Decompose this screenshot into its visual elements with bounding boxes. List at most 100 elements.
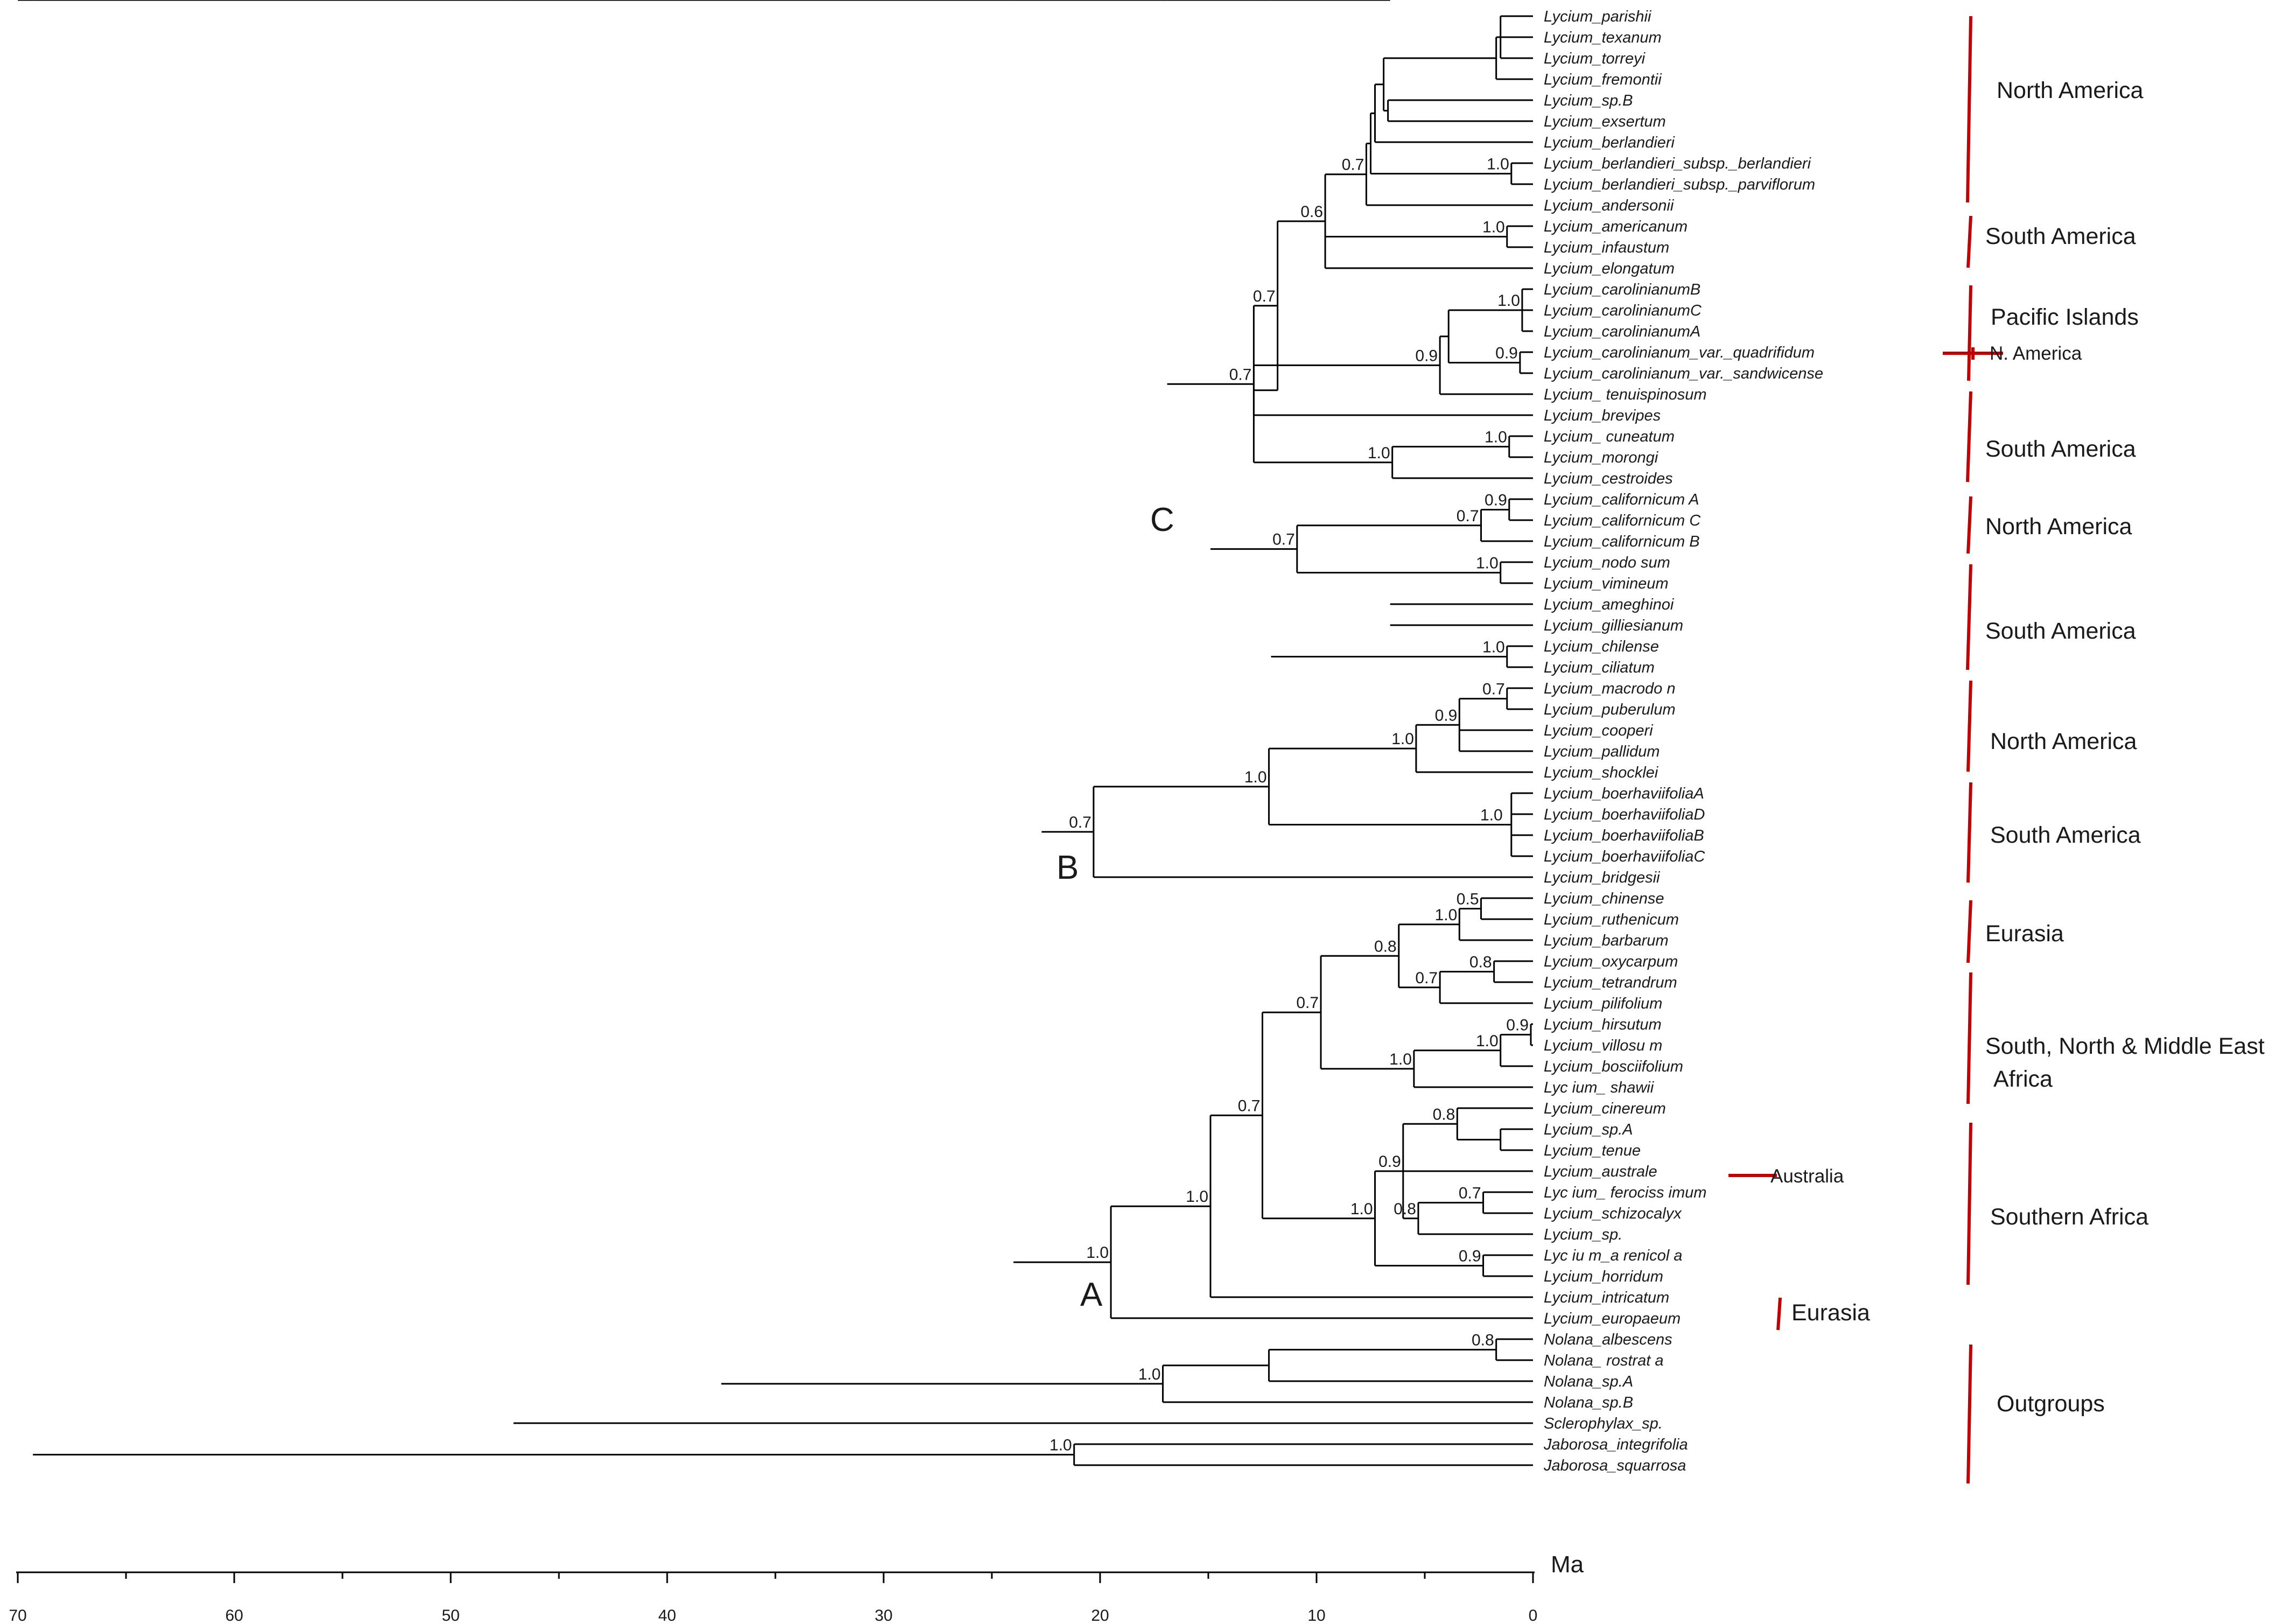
region-bar-south-america-4 [1966,782,1972,883]
taxon-label: Lycium_torreyi [1544,50,1646,67]
region-label-pacific-islands: Pacific Islands [1991,304,2139,330]
support-value: 1.0 [697,0,719,4]
side-label-eurasia: Eurasia [1791,1300,1870,1326]
support-value: 0.7 [1253,288,1276,305]
taxon-label: Lycium_oxycarpum [1544,953,1678,970]
taxon-label: Lycium_infaustum [1544,239,1669,256]
support-value: 1.0 [1497,292,1520,310]
time-axis: 70 60 50 40 30 20 10 0 Ma [9,1551,1584,1624]
support-value: 0.7 [1482,681,1505,698]
support-value: 0.9 [1485,492,1507,509]
region-bar-southern-africa [1966,1122,1972,1285]
support-value: 1.0 [1049,1437,1072,1454]
taxon-label: Lycium_californicum A [1544,491,1699,508]
region-bars [1728,16,2003,1484]
axis-tick-label: 60 [225,1607,243,1624]
region-labels: North America South America Pacific Isla… [1770,78,2265,1417]
region-bar-pacific-islands [1967,285,1972,381]
support-value: 1.0 [489,0,512,4]
support-value: 0.9 [1247,0,1269,4]
taxon-label: Lycium_vimineum [1544,575,1669,592]
taxon-label: Lycium_berlandieri_subsp._parviflorum [1544,176,1815,193]
taxon-label: Lyc iu m_a renicol a [1544,1247,1682,1264]
taxon-label: Lycium_andersonii [1544,197,1675,214]
support-value: 0.7 [1457,507,1479,525]
clade-label-a: A [1080,1276,1103,1313]
support-value: 0.5 [1457,891,1479,908]
support-value: 0.7 [1415,969,1438,987]
taxon-label: Lycium_australe [1544,1163,1657,1180]
taxon-label: Lycium_sp. [1544,1226,1622,1243]
support-value: 0.8 [1472,1332,1494,1349]
taxon-label: Lycium_parishii [1544,8,1652,25]
taxon-label: Lycium_brevipes [1544,407,1661,424]
support-value: 1.0 [8,0,31,4]
support-value: 1.0 [1482,639,1505,656]
taxon-label: Nolana_ rostrat a [1544,1352,1663,1369]
taxon-label: Lycium_bridgesii [1544,869,1661,886]
clade-label-c: C [1150,501,1174,538]
support-value: 0.9 [1459,1248,1481,1265]
region-label-eurasia: Eurasia [1985,921,2064,947]
taxon-labels: Lycium_parishii Lycium_texanum Lycium_torr… [1543,8,1823,1474]
taxon-label: Lycium_chilense [1544,638,1659,655]
support-value: 0.7 [1238,1097,1261,1115]
support-value: 1.0 [1476,555,1499,572]
axis-tick-label: 20 [1091,1607,1109,1624]
taxon-label: Lycium_elongatum [1544,260,1675,277]
taxon-label: Lycium_cestroides [1544,470,1673,487]
region-label-outgroups: Outgroups [1997,1391,2105,1417]
region-bar-north-africa [1966,972,1972,1104]
support-value: 0.9 [1378,1153,1401,1171]
taxon-label: Lycium_horridum [1544,1268,1663,1285]
support-value: 0.7 [1272,531,1295,549]
taxon-label: Nolana_sp.A [1544,1373,1633,1390]
taxon-label: Lycium_pilifolium [1544,995,1662,1012]
support-value: 1.0 [1244,768,1267,786]
taxon-label: Lycium_boerhaviifoliaB [1544,827,1704,844]
axis-tick-label: 10 [1307,1607,1325,1624]
taxon-label: Lycium_fremontii [1544,71,1662,88]
support-value: 0.8 [1469,954,1492,971]
support-value: 1.0 [1138,1366,1161,1383]
region-bar-south-america-1 [1966,215,1972,268]
support-value: 0.6 [1300,203,1323,221]
support-value: 0.8 [1433,1105,1455,1123]
support-value: 1.0 [1482,219,1505,236]
support-value: 1.0 [1391,730,1414,748]
region-bar-north-america-1 [1966,16,1972,203]
region-bar-south-america-2 [1966,391,1972,482]
taxon-label: Lycium_boerhaviifoliaA [1544,785,1704,802]
region-bar-eurasia [1966,900,1972,963]
taxon-label: Lycium_ cuneatum [1544,428,1675,445]
support-value: 0.8 [1394,1200,1416,1218]
taxon-label: Lycium_exsertum [1544,113,1666,130]
support-value: 0.7 [1296,994,1319,1012]
support-value: 1.0 [1143,0,1165,4]
support-value: 0.8 [1374,937,1397,955]
clade-labels: C B A [1056,501,1174,1313]
taxon-label: Lycium_boerhaviifoliaD [1544,806,1705,823]
taxon-label: Lycium_californicum C [1544,512,1701,529]
region-label-south-america-4: South America [1990,822,2141,848]
marker-eurasia-lower [1776,1297,1782,1331]
taxon-label: Lycium_berlandieri_subsp._berlandieri [1544,155,1812,172]
taxon-label: Lycium_puberulum [1544,701,1676,718]
region-bar-north-america-2 [1966,496,1972,554]
support-value: 1.0 [1487,156,1509,173]
axis-tick-label: 50 [442,1607,459,1624]
region-label-north-america-1: North America [1997,78,2144,103]
taxon-label: Nolana_sp.B [1544,1394,1633,1411]
support-values: 1.0 1.0 1.0 1.0 1.0 0.8 1.0 1.0 1.0 0.7 0.7 0.7 0.6 0… [8,0,1529,1454]
taxon-label: Lycium_carolinianum_var._sandwicense [1544,365,1823,382]
region-bar-south-america-3 [1966,564,1972,670]
taxon-label: Lyc ium_ shawii [1544,1079,1655,1096]
taxon-label: Lycium_europaeum [1544,1310,1681,1327]
region-label-africa-line-1: South, North & Middle East [1985,1033,2265,1059]
axis-tick-label: 0 [1529,1607,1538,1624]
taxon-label: Lycium_macrodo n [1544,680,1675,697]
side-label-australia: Australia [1770,1166,1844,1187]
taxon-label: Lycium_sp.B [1544,92,1633,109]
support-value: 1.0 [989,0,1011,4]
